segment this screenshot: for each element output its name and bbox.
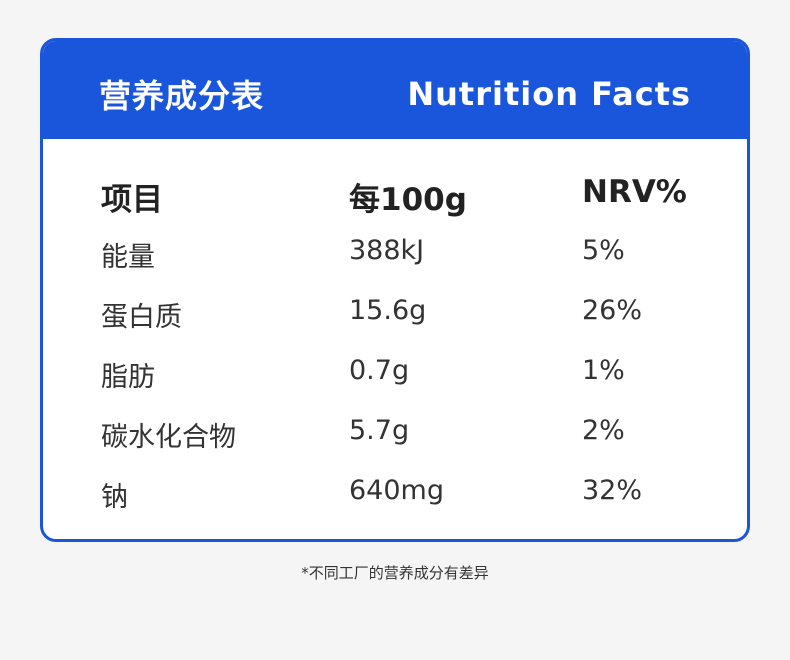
nrv-value: 5% (582, 235, 625, 266)
table-header-row: 项目 每100g NRV% (43, 174, 747, 234)
per-100g-value: 5.7g (349, 415, 410, 446)
nrv-value: 26% (582, 295, 643, 326)
per-100g-value: 15.6g (349, 295, 427, 326)
column-header-nrv: NRV% (582, 174, 687, 210)
column-header-item: 项目 (101, 182, 163, 218)
card-header: 营养成分表 Nutrition Facts (43, 41, 747, 139)
item-name: 蛋白质 (101, 302, 182, 333)
title-english: Nutrition Facts (407, 75, 691, 113)
item-name: 能量 (101, 242, 155, 273)
footnote: *不同工厂的营养成分有差异 (301, 564, 489, 582)
table-row: 脂肪 0.7g 1% (43, 355, 747, 415)
per-100g-value: 0.7g (349, 355, 410, 386)
nrv-value: 1% (582, 355, 625, 386)
table-row: 蛋白质 15.6g 26% (43, 295, 747, 355)
column-header-per-100g: 每100g (349, 182, 467, 218)
title-chinese: 营养成分表 (99, 77, 265, 115)
nrv-value: 32% (582, 475, 643, 506)
per-100g-value: 640mg (349, 475, 444, 506)
per-100g-value: 388kJ (349, 235, 425, 266)
nutrition-facts-card: 营养成分表 Nutrition Facts 项目 每100g NRV% 能量 3… (40, 38, 750, 542)
item-name: 碳水化合物 (101, 422, 236, 453)
item-name: 脂肪 (101, 362, 155, 393)
item-name: 钠 (101, 482, 128, 513)
table-row: 能量 388kJ 5% (43, 235, 747, 295)
nrv-value: 2% (582, 415, 625, 446)
table-row: 碳水化合物 5.7g 2% (43, 415, 747, 475)
table-row: 钠 640mg 32% (43, 475, 747, 535)
